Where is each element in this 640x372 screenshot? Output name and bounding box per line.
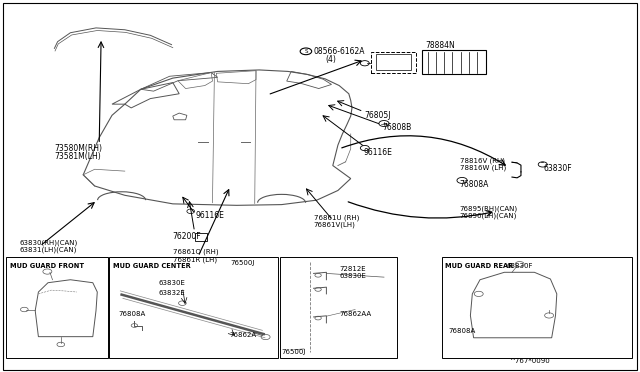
Text: MUD GUARD FRONT: MUD GUARD FRONT: [10, 263, 84, 269]
Text: (4): (4): [325, 55, 336, 64]
Text: 76896(LH)(CAN): 76896(LH)(CAN): [460, 212, 517, 219]
Text: 96116E: 96116E: [364, 148, 392, 157]
Text: 76808A: 76808A: [460, 180, 489, 189]
Text: 63830(RH)(CAN): 63830(RH)(CAN): [19, 239, 77, 246]
Text: 76895(RH)(CAN): 76895(RH)(CAN): [460, 205, 518, 212]
Text: 78884N: 78884N: [426, 41, 455, 50]
Text: MUD GUARD REAR: MUD GUARD REAR: [445, 263, 514, 269]
Text: 72812E: 72812E: [339, 266, 366, 272]
Text: 76500J: 76500J: [230, 260, 255, 266]
Text: ^767*0090: ^767*0090: [509, 358, 550, 364]
Text: 76861R (LH): 76861R (LH): [173, 256, 217, 263]
Text: 76862A: 76862A: [229, 332, 256, 338]
Text: 76861V(LH): 76861V(LH): [314, 222, 355, 228]
Bar: [376, 54, 411, 70]
Text: 76200F: 76200F: [173, 232, 202, 241]
Bar: [280, 257, 397, 358]
Bar: [371, 52, 416, 73]
Text: 76808A: 76808A: [448, 328, 476, 334]
Bar: [442, 257, 632, 358]
Text: 63830E: 63830E: [339, 273, 366, 279]
Bar: [109, 257, 278, 358]
Text: 73580M(RH): 73580M(RH): [54, 144, 102, 153]
Text: 08566-6162A: 08566-6162A: [314, 47, 365, 56]
Text: 63830F: 63830F: [544, 164, 573, 173]
Text: 63830E: 63830E: [159, 280, 186, 286]
Text: 96116E: 96116E: [195, 211, 224, 220]
Text: 76862AA: 76862AA: [339, 311, 371, 317]
Text: 63830F: 63830F: [507, 263, 533, 269]
Text: 76808A: 76808A: [118, 311, 146, 317]
Text: 78816V (RH): 78816V (RH): [460, 157, 504, 164]
Text: 76808B: 76808B: [383, 123, 412, 132]
Text: MUD GUARD CENTER: MUD GUARD CENTER: [113, 263, 190, 269]
Text: 76805J: 76805J: [365, 111, 391, 120]
Text: 78816W (LH): 78816W (LH): [460, 165, 506, 171]
Text: 76861U (RH): 76861U (RH): [314, 214, 359, 221]
Text: 63832E: 63832E: [159, 290, 186, 296]
Bar: [422, 50, 486, 74]
Text: 73581M(LH): 73581M(LH): [54, 153, 101, 161]
Text: S: S: [304, 49, 308, 54]
Text: 76500J: 76500J: [282, 349, 306, 355]
Bar: [195, 232, 207, 241]
Text: 76861Q (RH): 76861Q (RH): [173, 249, 218, 256]
Text: 63831(LH)(CAN): 63831(LH)(CAN): [19, 247, 77, 253]
Bar: [6, 257, 108, 358]
